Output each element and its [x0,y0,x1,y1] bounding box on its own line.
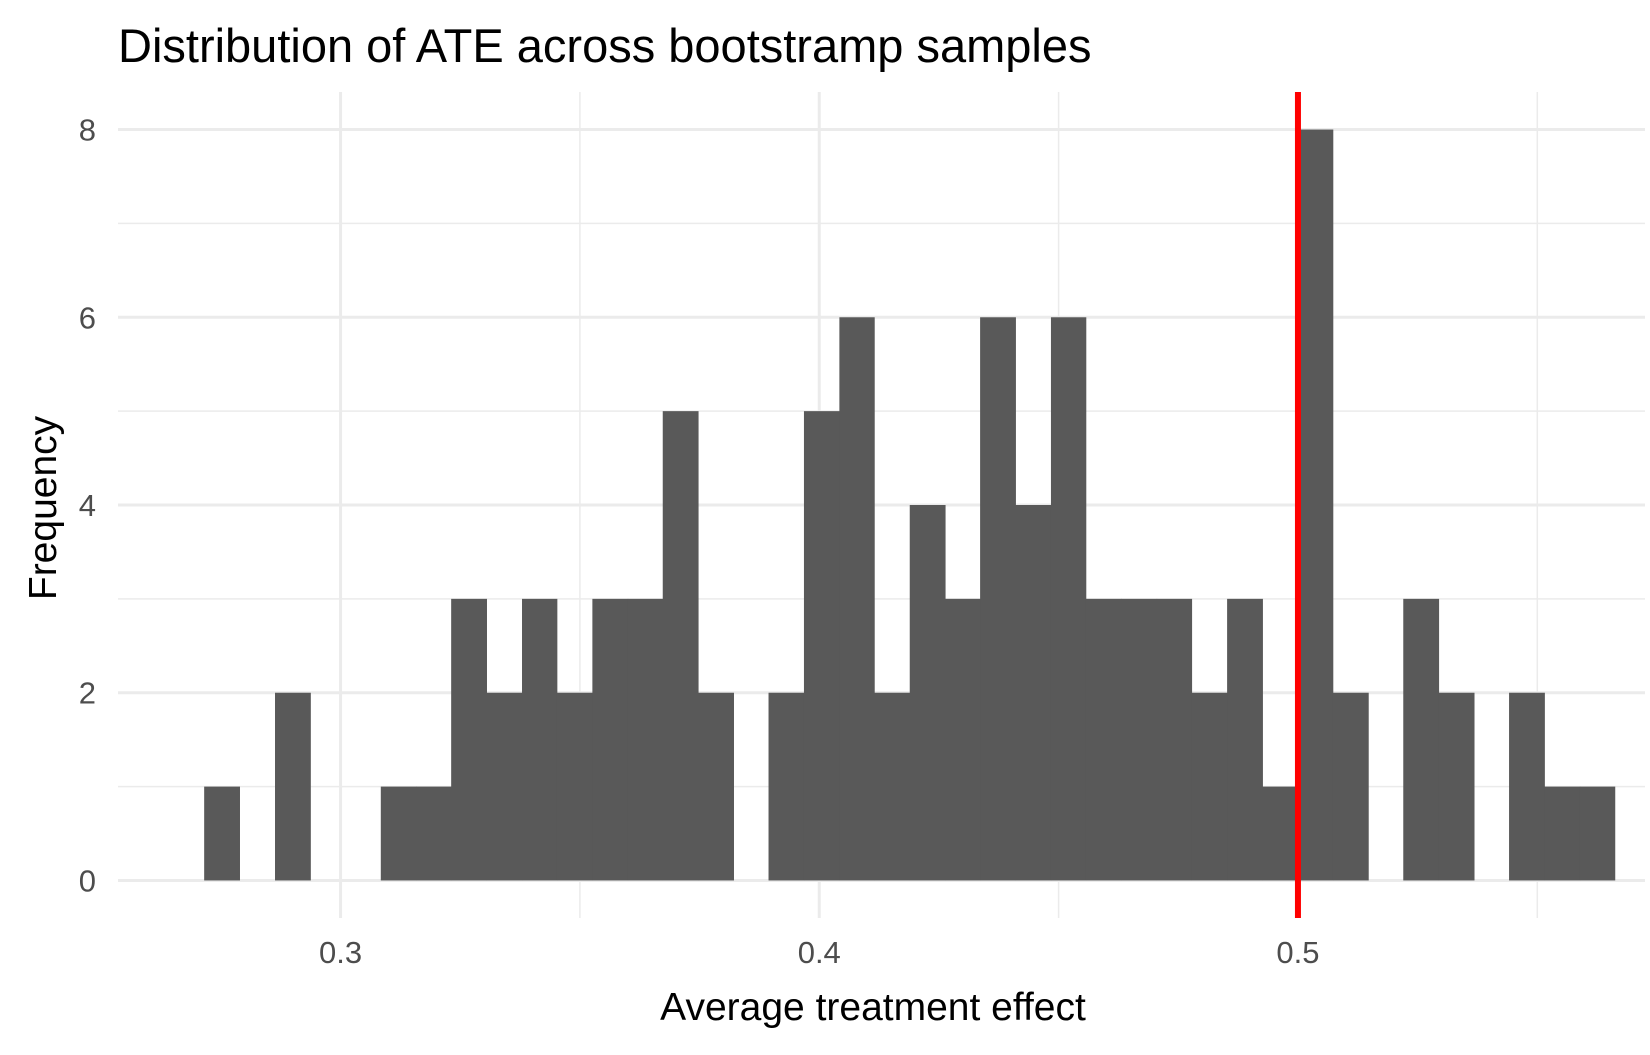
y-tick-label: 6 [79,300,96,335]
x-tick-label: 0.4 [798,935,841,970]
axis-tick-labels: 0.3 0.4 0.5 0 2 4 6 8 [79,113,1320,970]
histogram-bar [416,786,452,881]
histogram-bar [204,786,240,881]
y-tick-label: 2 [79,676,96,711]
y-tick-label: 4 [79,488,96,523]
histogram-bar [1438,692,1475,881]
histogram-bar [451,598,487,881]
y-axis-title: Frequency [22,415,65,600]
histogram-bar [1403,598,1440,881]
histogram-bar [1121,598,1158,881]
histogram-bar [380,786,417,881]
x-tick-label: 0.5 [1276,935,1319,970]
histogram-bar [874,692,911,881]
histogram-bar [803,411,840,881]
histogram-bar [1156,598,1193,881]
histogram-bar [1332,692,1369,881]
grid-lines [118,92,1645,918]
histogram-bars [204,129,1616,881]
histogram-bar [1579,786,1616,881]
histogram-bar [1015,505,1052,881]
histogram-bar [1227,598,1263,881]
histogram-bar [556,692,593,881]
histogram-bar [275,692,311,881]
histogram-bar [1050,317,1087,881]
x-tick-label: 0.3 [319,935,362,970]
histogram-bar [980,317,1016,881]
histogram-bar [1262,786,1298,881]
histogram-bar [909,505,946,881]
histogram-bar [698,692,734,881]
histogram-bar [1297,129,1334,881]
histogram-bar [627,598,664,881]
x-axis-title: Average treatment effect [660,986,1086,1029]
chart-title: Distribution of ATE across bootstramp sa… [118,19,1091,72]
histogram-bar [592,598,629,881]
histogram-bar [768,692,805,881]
y-tick-label: 8 [79,113,96,148]
histogram-bar [1544,786,1581,881]
histogram-bar [945,598,981,881]
histogram-bar [839,317,875,881]
histogram-bar [1509,692,1545,881]
histogram-bar [1085,598,1122,881]
histogram-bar [486,692,523,881]
histogram-bar [522,598,558,881]
histogram-bar [1191,692,1228,881]
y-tick-label: 0 [79,863,96,898]
histogram-bar [662,411,699,881]
